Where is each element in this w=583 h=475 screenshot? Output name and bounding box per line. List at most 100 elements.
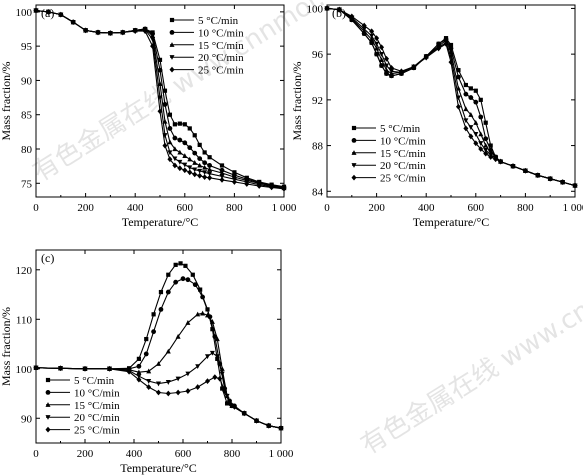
data-point-series-5 xyxy=(269,184,275,191)
data-point-series-2 xyxy=(379,63,384,68)
data-point-series-4 xyxy=(156,381,161,387)
legend-marker xyxy=(45,415,51,420)
x-tick-label: 600 xyxy=(175,448,192,460)
data-point-series-1 xyxy=(473,88,478,93)
data-point-series-3 xyxy=(483,142,489,148)
data-point-series-2 xyxy=(384,71,389,76)
data-point-series-5 xyxy=(231,403,237,410)
data-point-series-4 xyxy=(379,52,385,57)
data-point-series-5 xyxy=(70,19,76,26)
data-point-series-5 xyxy=(241,410,247,417)
y-tick-label: 90 xyxy=(21,75,33,87)
legend-marker xyxy=(351,138,357,143)
legend-label: 15 °C/min xyxy=(198,40,244,52)
data-point-series-5 xyxy=(483,150,489,157)
data-point-series-4 xyxy=(150,37,156,42)
data-point-series-2 xyxy=(483,136,489,142)
data-point-series-5 xyxy=(411,63,417,70)
data-point-series-5 xyxy=(217,375,223,382)
panel-b: 0 200 400 600 800 1 000 84 88 92 96 100 Temperature… xyxy=(290,3,583,229)
data-point-series-3 xyxy=(172,146,178,152)
data-point-series-1 xyxy=(177,121,182,126)
series-line-5 xyxy=(35,9,285,190)
data-point-series-1 xyxy=(190,272,195,277)
data-point-series-3 xyxy=(369,36,375,42)
data-point-series-1 xyxy=(219,163,225,168)
data-point-series-5 xyxy=(150,43,156,50)
data-point-series-3 xyxy=(478,131,484,137)
data-point-series-5 xyxy=(455,103,461,110)
data-point-series-4 xyxy=(205,354,210,360)
data-point-series-4 xyxy=(195,364,201,369)
legend-label: 20 °C/min xyxy=(74,412,120,424)
x-tick-label: 0 xyxy=(33,448,39,460)
data-point-series-5 xyxy=(244,181,250,187)
y-tick-label: 100 xyxy=(307,3,324,15)
y-tick-label: 75 xyxy=(21,178,33,190)
data-point-series-1 xyxy=(158,289,164,295)
data-point-series-4 xyxy=(136,374,142,379)
data-point-series-5 xyxy=(82,365,88,372)
data-point-series-4 xyxy=(369,33,375,39)
data-point-series-4 xyxy=(478,141,484,146)
data-point-series-4 xyxy=(197,168,203,174)
data-point-series-1 xyxy=(162,88,168,93)
data-point-series-1 xyxy=(166,272,171,277)
data-point-series-5 xyxy=(369,28,375,35)
data-point-series-1 xyxy=(232,170,237,175)
data-point-series-5 xyxy=(535,172,541,179)
data-point-series-5 xyxy=(547,175,553,182)
data-point-series-5 xyxy=(560,179,566,186)
legend-label: 25 °C/min xyxy=(74,425,120,437)
y-tick-label: 85 xyxy=(21,110,33,122)
data-point-series-5 xyxy=(205,378,210,385)
data-point-series-2 xyxy=(478,114,484,120)
data-point-series-5 xyxy=(468,133,474,140)
x-axis-title: Temperature/°C xyxy=(120,461,197,475)
data-point-series-4 xyxy=(219,174,225,180)
data-point-series-5 xyxy=(572,182,578,189)
data-point-series-4 xyxy=(361,26,367,32)
data-point-series-1 xyxy=(183,263,188,268)
data-point-series-5 xyxy=(493,156,499,163)
data-point-series-1 xyxy=(202,150,207,155)
legend-marker xyxy=(45,426,51,433)
data-point-series-4 xyxy=(167,150,173,156)
x-tick-label: 1 000 xyxy=(563,202,583,214)
data-point-series-1 xyxy=(468,86,473,91)
y-tick-label: 96 xyxy=(312,49,324,61)
data-point-series-3 xyxy=(374,45,380,51)
data-point-series-2 xyxy=(185,277,191,283)
data-point-series-4 xyxy=(209,350,215,356)
data-point-series-3 xyxy=(200,310,206,316)
data-point-series-5 xyxy=(33,364,39,371)
data-point-series-1 xyxy=(151,312,156,317)
data-point-series-1 xyxy=(172,122,177,127)
data-point-series-5 xyxy=(197,172,203,179)
data-point-series-1 xyxy=(182,122,187,127)
data-point-series-5 xyxy=(207,174,213,181)
data-point-series-5 xyxy=(142,28,148,34)
data-point-series-2 xyxy=(136,363,142,369)
legend-label: 20 °C/min xyxy=(380,160,426,172)
data-point-series-4 xyxy=(207,171,213,177)
legend-marker xyxy=(351,174,357,181)
data-point-series-4 xyxy=(473,132,479,137)
data-point-series-5 xyxy=(278,425,284,432)
data-point-series-2 xyxy=(167,126,173,131)
legend-label: 25 °C/min xyxy=(380,173,426,185)
data-point-series-5 xyxy=(107,30,113,37)
data-point-series-5 xyxy=(185,388,191,394)
data-point-series-1 xyxy=(448,42,454,48)
legend-label: 5 °C/min xyxy=(198,15,239,27)
data-point-series-5 xyxy=(227,400,233,407)
data-point-series-5 xyxy=(192,171,198,178)
x-tick-label: 400 xyxy=(126,448,143,460)
y-axis-title: Mass fraction/% xyxy=(0,307,13,386)
data-point-series-2 xyxy=(143,351,149,357)
data-point-series-2 xyxy=(207,163,213,168)
data-point-series-1 xyxy=(173,262,178,267)
x-tick-label: 800 xyxy=(224,448,241,460)
legend-marker xyxy=(169,42,175,47)
data-point-series-2 xyxy=(456,74,461,80)
